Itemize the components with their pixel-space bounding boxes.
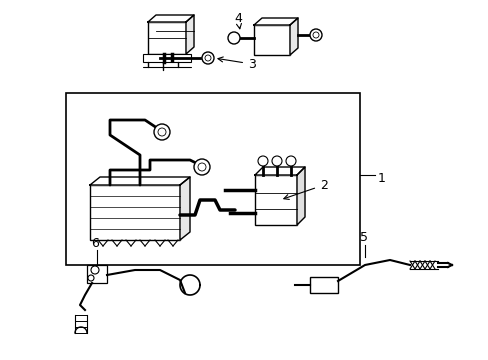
Text: 3: 3 <box>218 57 255 71</box>
Polygon shape <box>296 167 305 225</box>
Bar <box>87 265 107 283</box>
Polygon shape <box>289 18 297 55</box>
Text: 5: 5 <box>359 230 367 243</box>
Bar <box>142 54 191 62</box>
Bar <box>90 185 180 240</box>
Polygon shape <box>180 177 190 240</box>
Polygon shape <box>90 177 190 185</box>
Circle shape <box>158 128 165 136</box>
Polygon shape <box>148 15 194 22</box>
Circle shape <box>204 55 210 61</box>
Circle shape <box>202 52 214 64</box>
Bar <box>148 22 185 54</box>
Bar <box>66 93 359 265</box>
Circle shape <box>309 29 321 41</box>
Text: 4: 4 <box>234 12 242 29</box>
Polygon shape <box>185 15 194 54</box>
Bar <box>309 277 337 293</box>
Bar <box>254 175 296 225</box>
Circle shape <box>91 266 99 274</box>
Text: 1: 1 <box>377 171 385 185</box>
Circle shape <box>258 156 267 166</box>
Circle shape <box>88 275 94 281</box>
Circle shape <box>194 159 209 175</box>
Circle shape <box>154 124 170 140</box>
Text: 2: 2 <box>283 179 327 199</box>
Circle shape <box>227 32 240 44</box>
Text: 6: 6 <box>91 237 99 249</box>
Bar <box>253 25 289 55</box>
Circle shape <box>271 156 282 166</box>
Polygon shape <box>253 18 297 25</box>
Circle shape <box>312 32 318 38</box>
Circle shape <box>198 163 205 171</box>
Circle shape <box>285 156 295 166</box>
Polygon shape <box>254 167 305 175</box>
